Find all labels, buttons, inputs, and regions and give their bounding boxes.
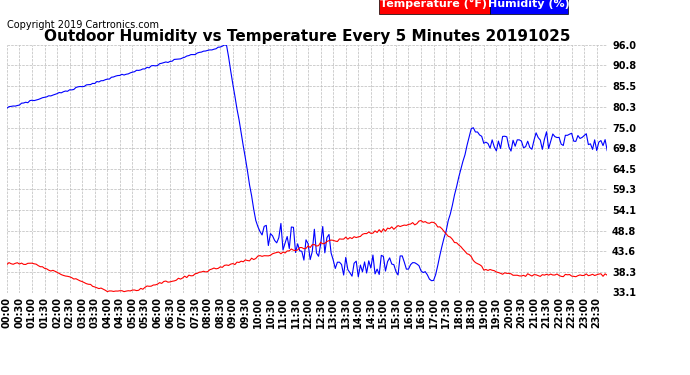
- FancyBboxPatch shape: [490, 0, 568, 14]
- Text: Copyright 2019 Cartronics.com: Copyright 2019 Cartronics.com: [7, 20, 159, 30]
- Text: Humidity (%): Humidity (%): [489, 0, 570, 9]
- Text: Temperature (°F): Temperature (°F): [380, 0, 486, 9]
- Title: Outdoor Humidity vs Temperature Every 5 Minutes 20191025: Outdoor Humidity vs Temperature Every 5 …: [43, 29, 571, 44]
- FancyBboxPatch shape: [379, 0, 490, 14]
